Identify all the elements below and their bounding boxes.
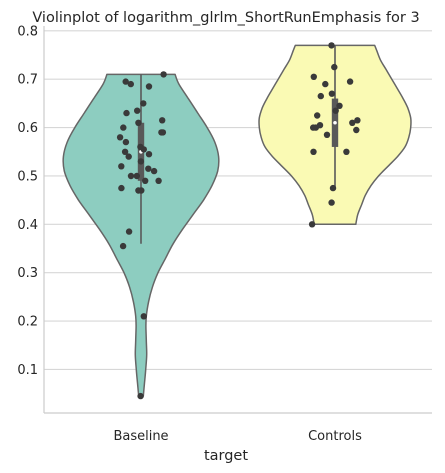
data-point <box>125 228 133 235</box>
y-tick-label: 0.6 <box>17 121 38 136</box>
data-point <box>346 78 354 85</box>
x-axis: Baseline Controls <box>113 429 362 444</box>
y-tick-label: 0.2 <box>17 315 38 330</box>
data-point <box>145 151 153 158</box>
data-point <box>120 124 127 131</box>
data-point <box>159 117 166 124</box>
x-tick-label: Controls <box>308 429 362 444</box>
data-point <box>329 184 337 192</box>
data-point <box>145 165 152 172</box>
data-point <box>310 148 317 155</box>
data-point <box>134 107 141 114</box>
data-point <box>125 153 132 160</box>
data-point <box>140 313 147 320</box>
data-point <box>118 184 125 192</box>
data-point <box>323 131 331 138</box>
data-point <box>135 119 142 127</box>
data-point <box>159 129 167 136</box>
y-tick-label: 0.1 <box>17 363 38 378</box>
data-point <box>317 92 324 100</box>
data-point <box>331 63 338 71</box>
data-point <box>316 122 324 129</box>
x-axis-label: target <box>204 448 248 464</box>
data-point <box>310 124 317 131</box>
data-point <box>332 107 339 114</box>
data-point <box>328 42 335 49</box>
median-marker <box>333 120 337 125</box>
data-point <box>349 119 356 127</box>
point-group <box>116 42 361 400</box>
data-point <box>118 163 125 170</box>
data-point <box>310 73 317 81</box>
data-point <box>122 138 130 146</box>
violin-group <box>62 44 412 397</box>
data-point <box>121 148 129 155</box>
data-point <box>133 172 140 180</box>
data-point <box>137 143 144 151</box>
data-point <box>123 109 130 117</box>
data-point <box>336 102 343 110</box>
data-point <box>137 392 144 400</box>
y-tick-label: 0.4 <box>17 218 38 233</box>
data-point <box>127 80 134 88</box>
data-point <box>116 134 124 141</box>
data-point <box>122 78 129 85</box>
data-point <box>127 172 135 180</box>
data-point <box>138 187 145 194</box>
data-point <box>160 71 167 78</box>
data-point <box>343 148 350 155</box>
data-point <box>155 177 162 184</box>
chart-title: Violinplot of logarithm_glrlm_ShortRunEm… <box>32 10 419 26</box>
data-point <box>328 199 335 206</box>
data-point <box>119 242 127 250</box>
data-point <box>328 90 336 97</box>
data-point <box>142 177 149 184</box>
data-point <box>145 83 153 90</box>
y-tick-label: 0.7 <box>17 73 38 88</box>
data-point <box>140 100 147 107</box>
data-point <box>150 167 158 175</box>
y-axis: 0.1 0.2 0.3 0.4 0.5 0.6 0.7 0.8 <box>17 24 38 378</box>
data-point <box>322 80 329 88</box>
y-tick-label: 0.3 <box>17 266 38 281</box>
data-point <box>353 126 360 134</box>
data-point <box>308 221 316 228</box>
y-tick-label: 0.5 <box>17 169 38 184</box>
data-point <box>137 158 145 165</box>
data-point <box>314 112 321 119</box>
data-point <box>354 117 361 124</box>
axes-frame <box>43 26 432 414</box>
y-tick-label: 0.8 <box>17 24 38 39</box>
x-tick-label: Baseline <box>113 429 168 444</box>
